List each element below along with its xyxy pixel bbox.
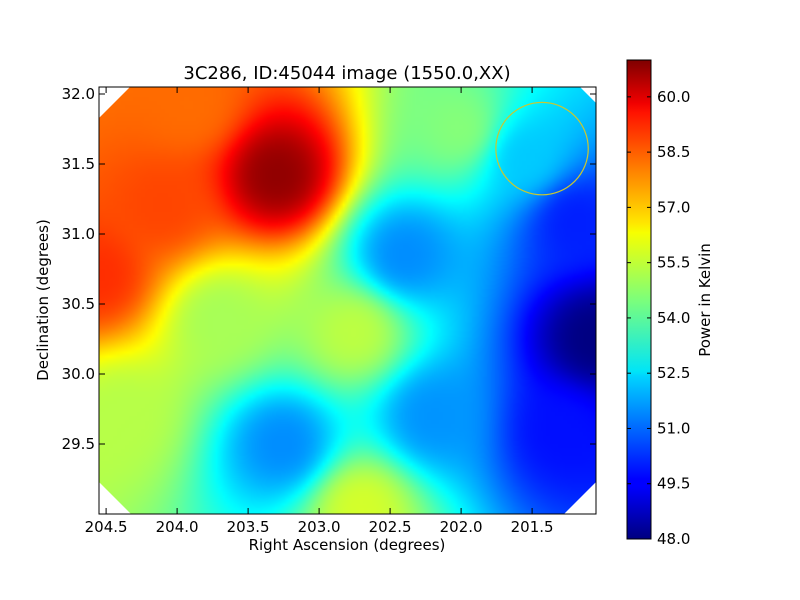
colorbar-tick-label: 52.5 — [657, 364, 690, 382]
x-axis-ticks: 204.5 204.0 203.5 203.0 202.5 202.0 201.5 — [85, 87, 554, 536]
colorbar-tick-label: 57.0 — [657, 198, 690, 216]
colorbar-label: Power in Kelvin — [696, 243, 714, 357]
colorbar-tick-label: 51.0 — [657, 419, 690, 437]
x-axis-label: Right Ascension (degrees) — [249, 536, 446, 554]
colorbar-tick-label: 48.0 — [657, 530, 690, 548]
x-tick-label: 203.5 — [227, 518, 270, 536]
corner-mask — [99, 87, 130, 118]
heatmap-image — [99, 87, 596, 514]
colorbar-tick-label: 55.5 — [657, 254, 690, 272]
x-tick-label: 204.5 — [85, 518, 128, 536]
corner-mask — [580, 87, 596, 103]
colorbar-tick-label: 60.0 — [657, 88, 690, 106]
corner-mask — [99, 482, 131, 514]
colorbar-ticks: 60.0 58.5 57.0 55.5 54.0 52.5 51.0 49.5 48.0 — [627, 88, 690, 548]
corner-mask — [564, 482, 596, 514]
heatmap-area — [99, 87, 596, 514]
plot-frame — [98, 86, 597, 515]
y-tick-label: 29.5 — [62, 435, 95, 453]
colorbar-gradient — [626, 59, 652, 540]
x-tick-label: 202.5 — [369, 518, 412, 536]
x-tick-label: 202.0 — [440, 518, 483, 536]
overlay-circle — [495, 101, 589, 196]
colorbar-tick-label: 54.0 — [657, 309, 690, 327]
y-tick-label: 30.5 — [62, 295, 95, 313]
x-tick-label: 201.5 — [511, 518, 554, 536]
y-tick-label: 31.5 — [62, 155, 95, 173]
y-tick-label: 32.0 — [62, 85, 95, 103]
colorbar-tick-label: 49.5 — [657, 475, 690, 493]
y-axis-ticks: 32.0 31.5 31.0 30.5 30.0 29.5 — [62, 85, 596, 453]
y-tick-label: 31.0 — [62, 225, 95, 243]
colorbar: 60.0 58.5 57.0 55.5 54.0 52.5 51.0 49.5 48.0 — [626, 59, 690, 548]
x-tick-label: 203.0 — [298, 518, 341, 536]
x-tick-label: 204.0 — [156, 518, 199, 536]
chart-title: 3C286, ID:45044 image (1550.0,XX) — [183, 63, 510, 84]
y-tick-label: 30.0 — [62, 365, 95, 383]
colorbar-tick-label: 58.5 — [657, 143, 690, 161]
y-axis-label: Declination (degrees) — [34, 219, 52, 381]
